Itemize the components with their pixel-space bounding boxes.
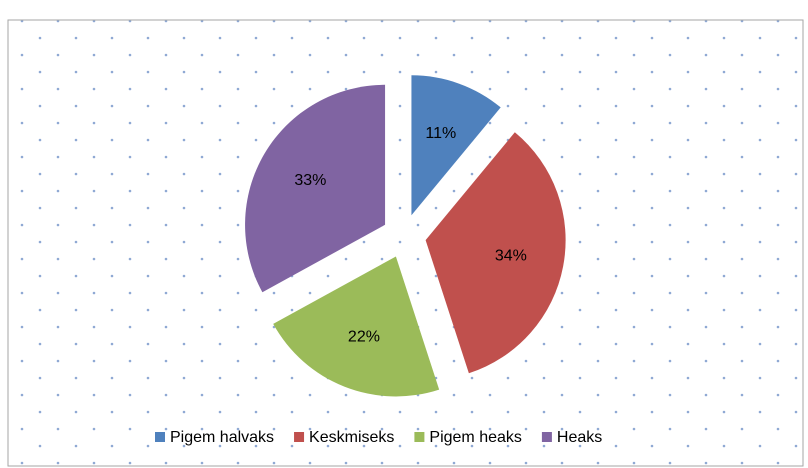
plot-area: [7, 19, 804, 467]
pie-slice: [273, 256, 440, 397]
data-label: 34%: [495, 248, 527, 265]
pie-slice: [245, 84, 386, 293]
legend-swatch: [541, 432, 552, 442]
legend-label: Pigem heaks: [429, 429, 522, 446]
legend-label: Heaks: [557, 429, 602, 446]
data-label: 11%: [425, 125, 456, 142]
legend-swatch: [414, 432, 425, 442]
legend-label: Keskmiseks: [309, 429, 394, 446]
pie-slice: [425, 132, 566, 374]
legend-swatch: [155, 432, 165, 442]
legend-label: Pigem halvaks: [170, 429, 274, 446]
pie-slice: [411, 75, 501, 216]
data-label: 33%: [294, 172, 326, 189]
legend-swatch: [294, 432, 305, 442]
data-label: 22%: [348, 328, 380, 345]
